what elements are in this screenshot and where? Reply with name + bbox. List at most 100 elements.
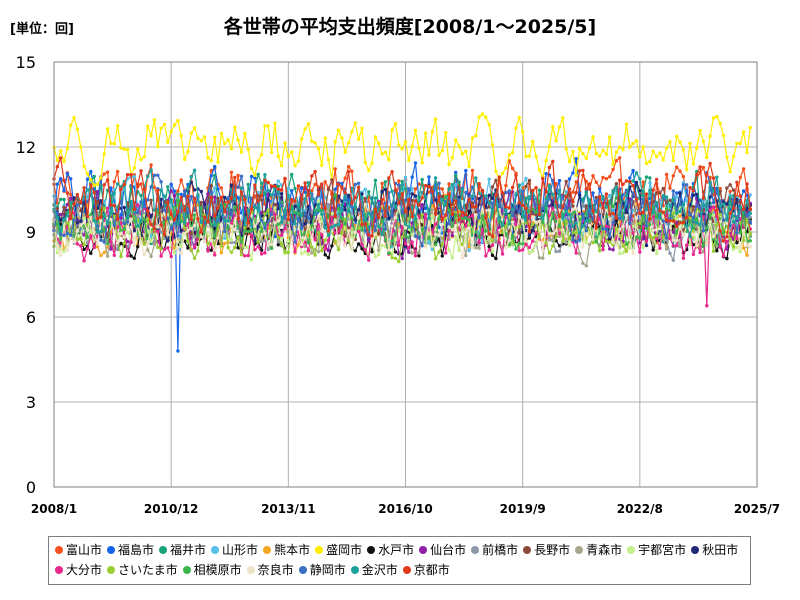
data-point — [55, 182, 59, 186]
data-point — [62, 159, 66, 164]
data-point — [638, 236, 642, 240]
data-point — [658, 216, 662, 220]
data-point — [504, 166, 508, 170]
data-point — [554, 249, 558, 254]
data-point — [494, 169, 498, 174]
data-point — [85, 177, 90, 181]
data-point — [504, 190, 508, 195]
legend-label: 静岡市 — [309, 563, 346, 577]
data-point — [467, 164, 471, 168]
data-point — [671, 219, 675, 223]
data-point — [306, 241, 311, 245]
data-point — [192, 188, 197, 192]
data-point — [300, 226, 304, 231]
data-point — [608, 212, 612, 216]
data-point — [531, 222, 535, 227]
data-point — [326, 238, 331, 242]
data-point — [303, 236, 307, 241]
data-point — [718, 229, 722, 233]
data-point — [209, 239, 213, 243]
data-point — [333, 223, 337, 228]
data-point — [423, 184, 428, 188]
data-point — [527, 229, 532, 234]
data-point — [423, 206, 428, 211]
data-point — [293, 186, 297, 191]
data-point — [189, 194, 193, 199]
data-point — [380, 189, 384, 194]
data-point — [648, 217, 652, 221]
data-point — [367, 238, 371, 243]
data-point — [554, 229, 558, 233]
data-point — [584, 190, 588, 195]
data-point — [510, 166, 515, 171]
data-point — [541, 206, 545, 210]
data-point — [112, 253, 117, 257]
data-point — [310, 223, 314, 228]
data-point — [621, 182, 625, 186]
data-point — [316, 214, 321, 219]
data-point — [577, 169, 582, 173]
data-point — [644, 243, 649, 248]
data-point — [340, 235, 344, 240]
data-point — [186, 186, 190, 191]
data-point — [256, 199, 260, 203]
data-point — [166, 140, 170, 144]
data-point — [213, 214, 217, 218]
data-point — [417, 210, 421, 214]
data-point — [146, 124, 150, 128]
data-point — [119, 216, 123, 220]
data-point — [735, 216, 739, 220]
data-point — [69, 200, 73, 204]
data-point — [634, 180, 639, 185]
data-point — [685, 183, 689, 187]
data-point — [544, 203, 548, 207]
data-point — [681, 228, 686, 232]
data-point — [213, 186, 217, 190]
data-point — [209, 195, 213, 200]
data-point — [105, 127, 110, 131]
data-point — [377, 201, 381, 205]
data-point — [223, 210, 227, 214]
data-point — [336, 214, 341, 219]
data-point — [59, 149, 63, 153]
data-point — [383, 214, 388, 218]
data-point — [403, 234, 408, 238]
legend-item: 山形市 — [211, 540, 258, 560]
data-point — [259, 198, 264, 202]
data-point — [474, 213, 478, 218]
data-point — [156, 229, 160, 234]
data-point — [259, 194, 264, 198]
data-point — [554, 139, 558, 143]
data-point — [430, 214, 434, 218]
data-point — [316, 230, 321, 235]
data-point — [279, 192, 284, 196]
data-point — [122, 241, 127, 246]
data-point — [390, 239, 394, 243]
data-point — [715, 230, 719, 234]
data-point — [129, 199, 133, 204]
data-point — [356, 137, 361, 141]
data-point — [253, 248, 257, 252]
data-point — [490, 143, 495, 147]
data-point — [115, 124, 120, 128]
data-point — [658, 246, 662, 250]
data-point — [390, 128, 394, 132]
data-point — [69, 123, 73, 128]
data-point — [99, 238, 103, 242]
data-point — [189, 248, 193, 252]
data-point — [350, 169, 354, 173]
data-point — [387, 248, 391, 252]
data-point — [393, 232, 398, 237]
data-point — [510, 151, 515, 155]
data-point — [246, 182, 250, 187]
data-point — [129, 217, 133, 221]
data-point — [648, 234, 652, 239]
data-point — [273, 121, 277, 126]
data-point — [577, 237, 582, 241]
data-point — [129, 240, 133, 244]
data-point — [286, 154, 290, 159]
data-point — [594, 240, 598, 244]
data-point — [146, 242, 150, 246]
data-point — [249, 233, 254, 237]
data-point — [146, 174, 150, 179]
